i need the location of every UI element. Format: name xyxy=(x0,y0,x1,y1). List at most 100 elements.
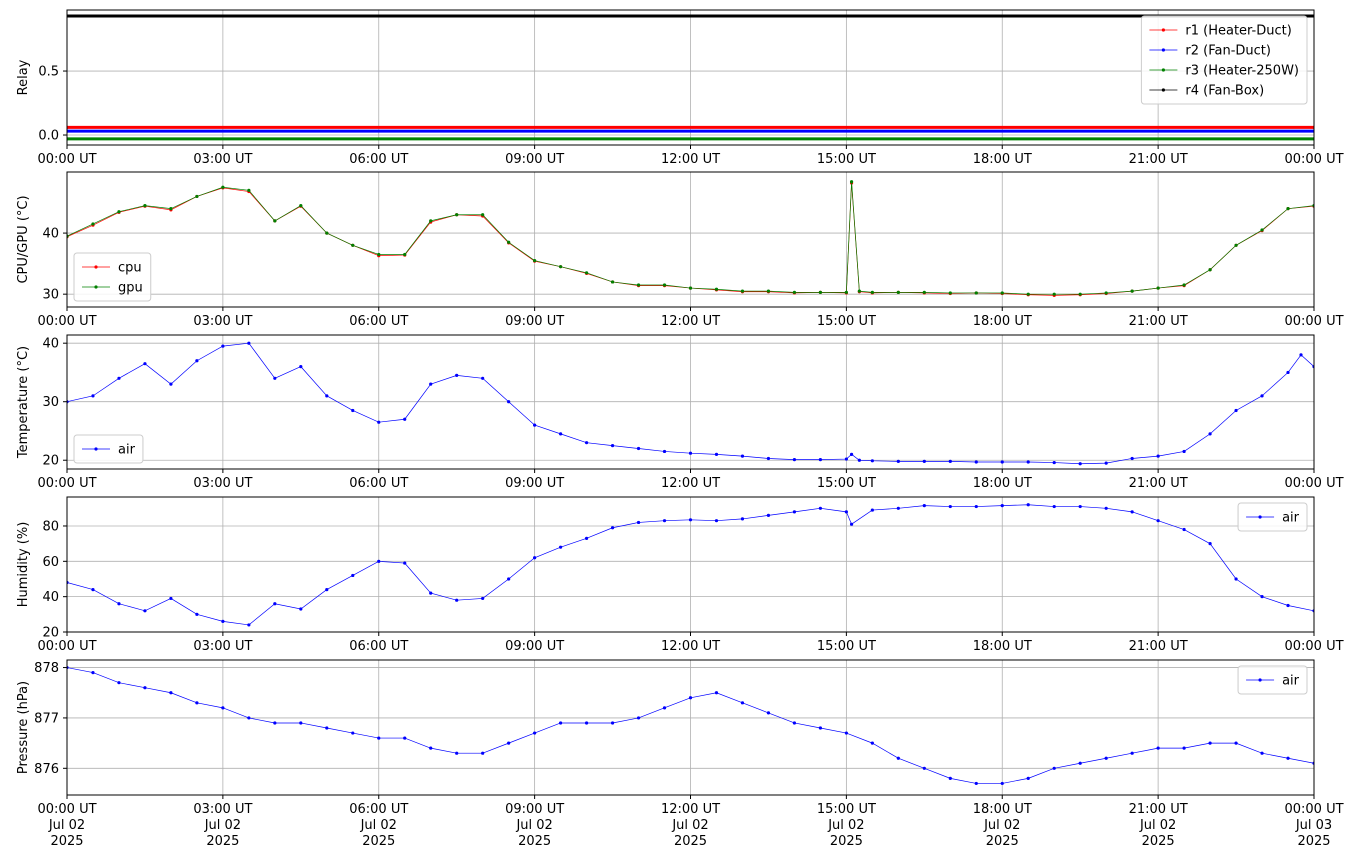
data-point xyxy=(429,746,433,750)
data-point xyxy=(1260,751,1264,755)
data-point xyxy=(1182,746,1186,750)
data-point xyxy=(636,520,641,525)
data-point xyxy=(1052,460,1056,465)
data-point xyxy=(377,559,381,563)
x-tick-label: 18:00 UT Jul 02 2025 xyxy=(973,802,1032,849)
legend-marker xyxy=(1161,48,1165,52)
data-point xyxy=(195,612,199,616)
plot-frame xyxy=(66,659,1315,796)
x-tick-label: 00:00 UT xyxy=(1284,476,1343,491)
data-point xyxy=(818,506,822,510)
data-point xyxy=(740,701,745,705)
x-tick-label-line: 2025 xyxy=(830,834,863,849)
x-tick-label: 12:00 UT Jul 02 2025 xyxy=(661,802,720,849)
x-tick-label: 15:00 UT xyxy=(817,314,876,329)
x-tick-label-line: 2025 xyxy=(986,834,1019,849)
data-point xyxy=(636,446,641,451)
x-tick-label-line: 00:00 UT xyxy=(37,802,96,817)
y-tick-label: 60 xyxy=(42,555,59,570)
x-tick-label-line: 2025 xyxy=(518,834,551,849)
x-tick-label: 15:00 UT xyxy=(817,152,876,167)
data-point xyxy=(481,751,485,755)
x-tick-label: 21:00 UT xyxy=(1129,476,1188,491)
data-point xyxy=(610,526,615,530)
data-point xyxy=(481,213,485,217)
data-point xyxy=(610,443,615,448)
data-point xyxy=(1156,746,1160,750)
data-point xyxy=(377,252,381,257)
data-point xyxy=(403,417,407,421)
x-tick-label: 06:00 UT xyxy=(349,639,408,654)
x-tick-label: 03:00 UT xyxy=(193,476,252,491)
data-point xyxy=(1182,527,1186,532)
data-point xyxy=(351,573,355,578)
data-point xyxy=(714,691,719,695)
x-tick-label-line: Jul 02 xyxy=(204,818,241,833)
data-point xyxy=(1260,595,1264,599)
legend-marker xyxy=(1258,515,1262,519)
data-point xyxy=(351,243,355,247)
data-point xyxy=(896,756,900,760)
x-tick-label-line: 03:00 UT xyxy=(193,802,252,817)
data-point xyxy=(974,291,978,295)
legend: r1 (Heater-Duct) r2 (Fan-Duct) r3 (Heater-… xyxy=(1140,15,1308,105)
y-tick-label: 878 xyxy=(34,661,59,676)
x-tick-label-line: 21:00 UT xyxy=(1129,802,1188,817)
data-point xyxy=(792,458,797,462)
data-point xyxy=(922,766,926,770)
data-point xyxy=(792,510,797,514)
x-tick-label-line: Jul 02 xyxy=(983,818,1020,833)
legend-marker xyxy=(94,285,98,289)
x-tick-label: 00:00 UT xyxy=(37,314,96,329)
data-point xyxy=(507,741,511,745)
data-point xyxy=(1000,781,1004,786)
data-point xyxy=(143,203,147,208)
x-tick-label-line: Jul 02 xyxy=(515,818,552,833)
legend-label: r2 (Fan-Duct) xyxy=(1185,44,1271,59)
x-tick-label-line: 2025 xyxy=(1297,834,1330,849)
legend: cpu gpu xyxy=(73,252,152,302)
y-tick-label: 40 xyxy=(42,227,59,242)
data-point xyxy=(221,185,225,189)
x-tick-label: 00:00 UT Jul 02 2025 xyxy=(37,802,96,849)
data-point xyxy=(1156,519,1160,523)
x-tick-label: 15:00 UT xyxy=(817,476,876,491)
data-point xyxy=(481,376,485,380)
data-point xyxy=(922,504,926,508)
data-point xyxy=(766,289,771,293)
data-point xyxy=(948,459,952,463)
x-tick-label: 06:00 UT Jul 02 2025 xyxy=(349,802,408,849)
data-point xyxy=(1052,292,1056,296)
legend-label: air xyxy=(118,443,136,458)
data-point xyxy=(143,686,147,690)
data-point xyxy=(221,344,225,348)
data-point xyxy=(870,508,874,512)
plot-frame xyxy=(66,496,1315,633)
data-point xyxy=(1286,370,1290,375)
data-point xyxy=(662,449,667,454)
x-tick-label: 09:00 UT xyxy=(505,314,564,329)
legend-marker xyxy=(1258,678,1262,682)
x-tick-label: 06:00 UT xyxy=(349,314,408,329)
x-tick-label-line: 2025 xyxy=(1142,834,1175,849)
series-line xyxy=(67,342,1314,465)
y-tick-label: 40 xyxy=(42,337,59,352)
data-point xyxy=(662,283,667,287)
data-point xyxy=(1000,460,1004,464)
data-point xyxy=(221,619,225,623)
series-line xyxy=(67,504,1314,626)
data-point xyxy=(533,423,537,427)
data-point xyxy=(922,290,926,294)
data-point xyxy=(766,456,771,461)
data-point xyxy=(117,681,121,685)
plot-area xyxy=(67,341,1314,466)
x-tick-label: 03:00 UT Jul 02 2025 xyxy=(193,802,252,849)
x-tick-label-line: 09:00 UT xyxy=(505,802,564,817)
x-tick-label: 09:00 UT xyxy=(505,639,564,654)
data-point xyxy=(455,373,459,377)
legend-label: r1 (Heater-Duct) xyxy=(1185,24,1291,39)
data-point xyxy=(273,219,277,223)
data-point xyxy=(429,591,433,595)
y-axis-label: Temperature (°C) xyxy=(16,346,31,459)
